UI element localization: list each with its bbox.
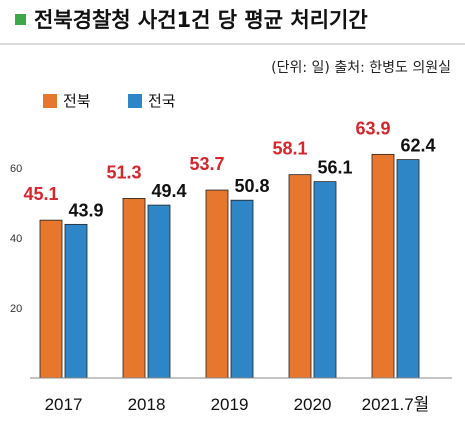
- bar-series-b: [396, 159, 420, 379]
- value-label-series-a: 51.3: [106, 162, 141, 182]
- bar-series-a: [371, 153, 395, 379]
- bar-series-b: [313, 181, 337, 379]
- bar-series-b: [64, 223, 88, 379]
- y-tick-label: 40: [10, 233, 22, 245]
- value-label-series-a: 63.9: [355, 118, 390, 138]
- bars: [39, 153, 420, 379]
- y-axis: 20 40 60: [10, 163, 22, 315]
- legend-label-series-b: 전국: [148, 92, 176, 110]
- chart-title: 전북경찰청 사건1건 당 평균 처리기간: [34, 8, 368, 32]
- x-category-label: 2017: [45, 395, 83, 414]
- x-category-label: 2018: [128, 395, 166, 414]
- bar-series-a: [122, 198, 146, 379]
- value-label-series-b: 49.4: [151, 181, 186, 201]
- value-label-series-a: 45.1: [23, 184, 58, 204]
- y-tick-label: 20: [10, 303, 22, 315]
- legend-swatch-series-a: [43, 94, 57, 108]
- value-label-series-a: 58.1: [272, 139, 307, 159]
- value-label-series-b: 56.1: [317, 158, 352, 178]
- legend-label-series-a: 전북: [63, 92, 91, 110]
- bar-series-a: [39, 219, 63, 379]
- value-labels: 45.1 43.951.3 49.453.7 50.858.1 56.163.9 62.4: [23, 118, 435, 220]
- legend: 전북 전국: [43, 92, 176, 110]
- x-category-label: 2019: [211, 395, 249, 414]
- value-label-series-b: 43.9: [68, 200, 103, 220]
- value-label-series-a: 53.7: [189, 154, 224, 174]
- value-label-series-b: 50.8: [234, 176, 269, 196]
- x-axis-labels: 2017 2018 2019 2020 2021.7월: [45, 395, 430, 414]
- value-label-series-b: 62.4: [400, 136, 435, 156]
- bar-series-b: [147, 204, 171, 379]
- x-category-label: 2020: [294, 395, 332, 414]
- title-accent-square: [15, 14, 26, 25]
- legend-swatch-series-b: [128, 94, 142, 108]
- x-category-label: 2021.7월: [362, 395, 430, 414]
- bar-series-b: [230, 199, 254, 379]
- source-note: (단위: 일) 출처: 한병도 의원실: [271, 60, 451, 76]
- bar-series-a: [205, 189, 229, 379]
- y-tick-label: 60: [10, 163, 22, 175]
- bar-series-a: [288, 174, 312, 379]
